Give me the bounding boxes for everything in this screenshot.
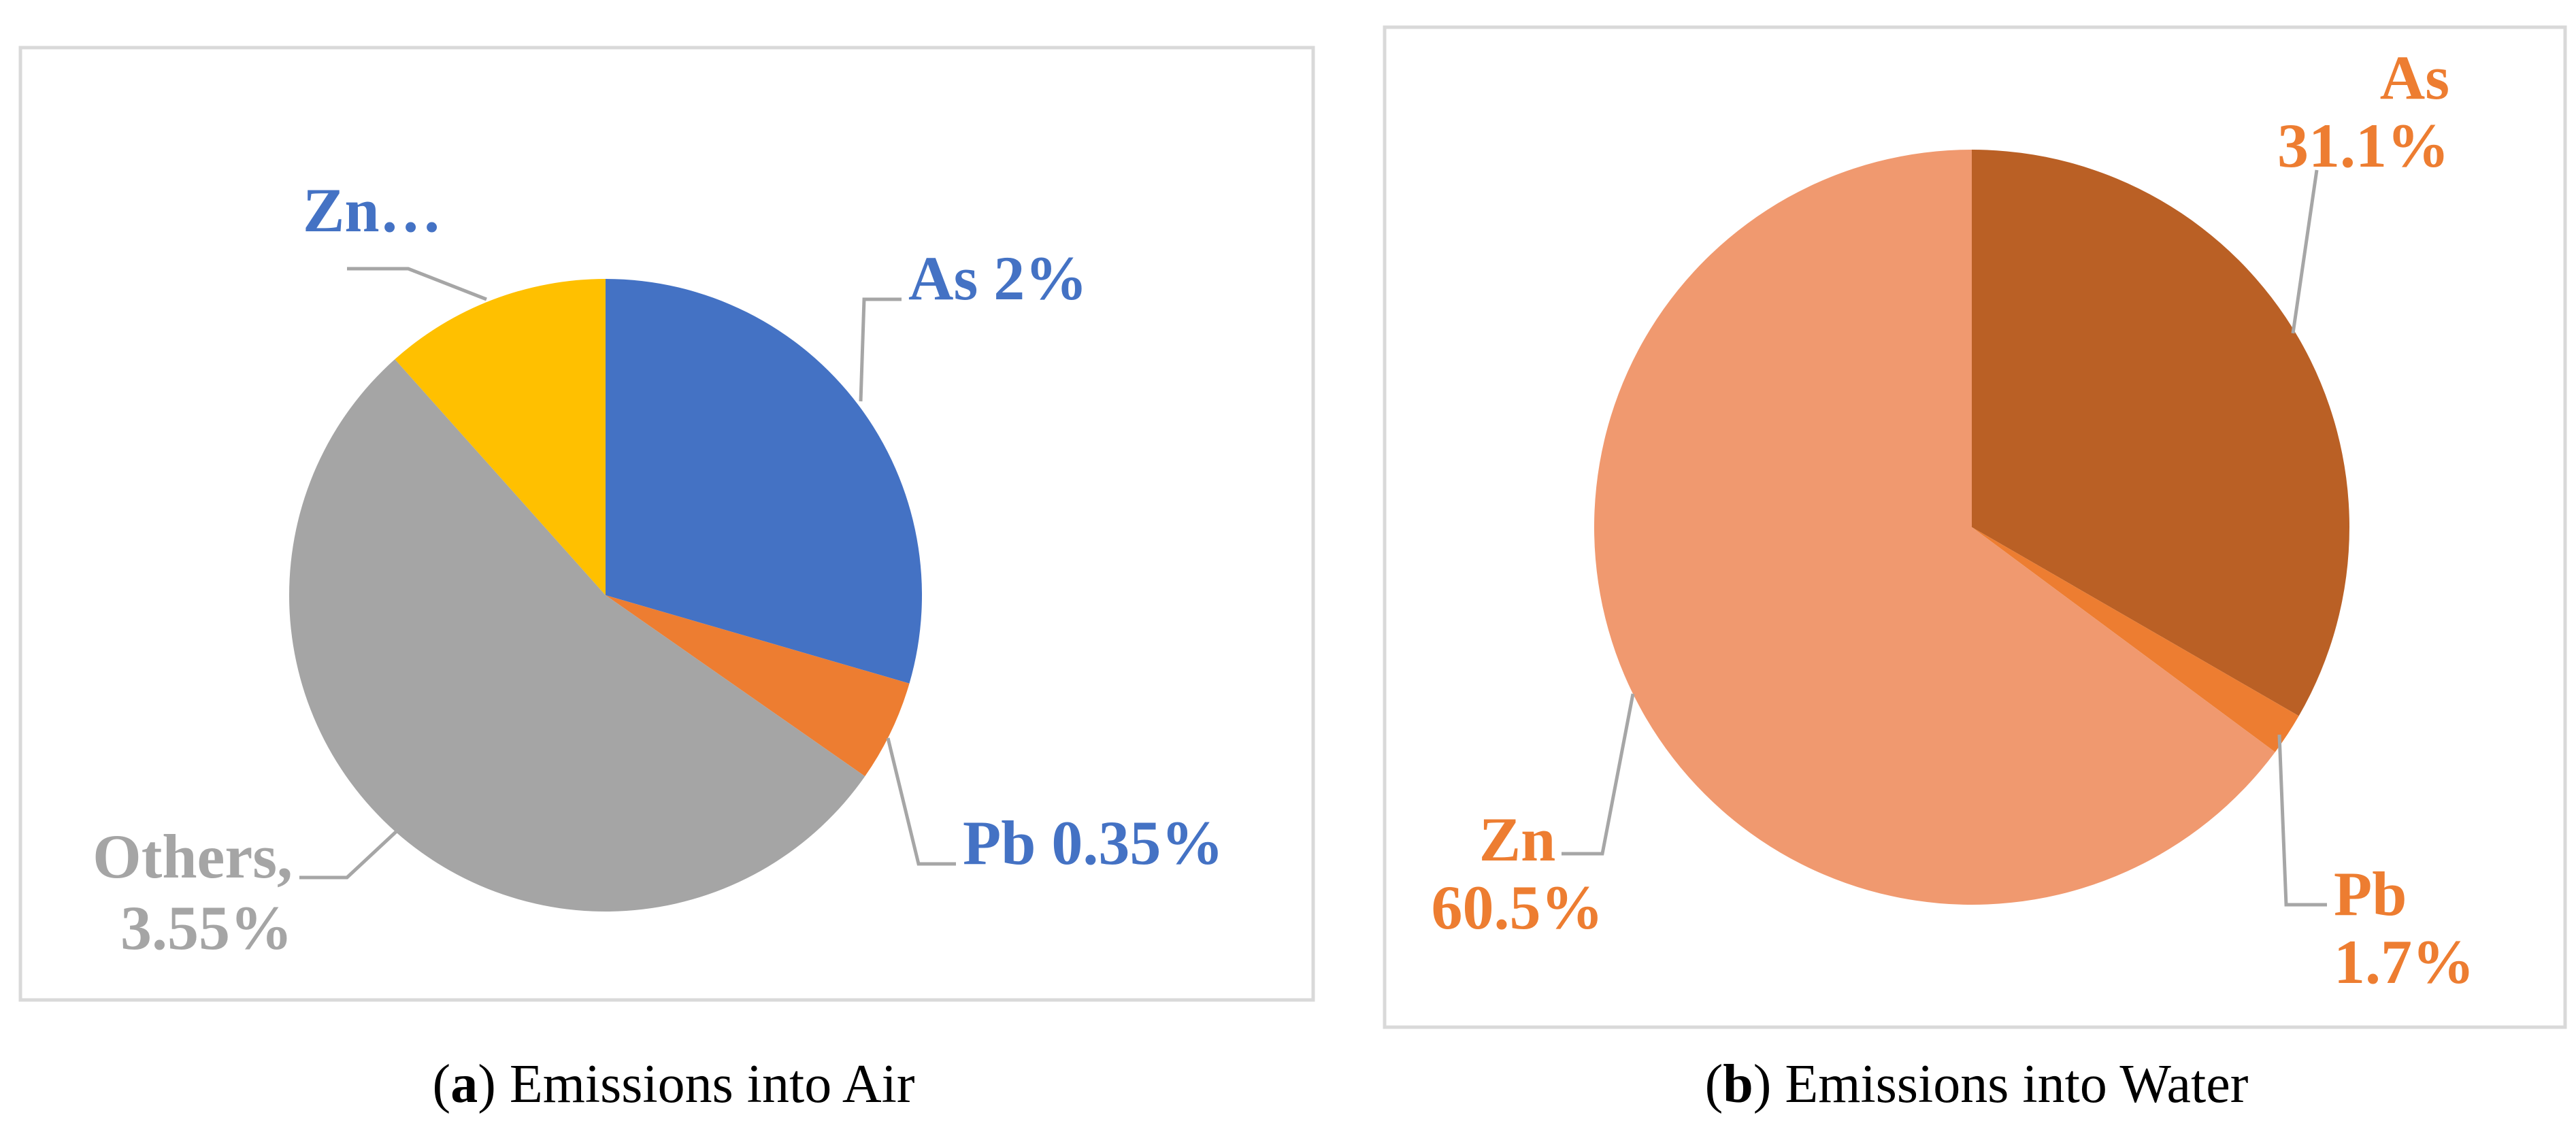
pie-a-label-others-line-0: Others, — [93, 822, 293, 891]
pie-a-label-as: As 2% — [908, 244, 1087, 313]
caption-b-letter: b — [1723, 1054, 1753, 1114]
pie-b-leader-as — [2291, 169, 2319, 334]
pie-a-label-zn-line-0: Zn… — [303, 176, 442, 245]
pie-a-leader-zn — [347, 267, 487, 301]
pie-b-label-pb-line-1: 1.7% — [2334, 927, 2475, 997]
pie-b-labels: As 31.1% Pb 1.7% Zn 60.5% — [1432, 43, 2475, 997]
caption-a-text: Emissions into Air — [510, 1054, 915, 1114]
pie-a-leader-pb — [886, 737, 956, 866]
pie-b-label-as-line-0: As — [2380, 43, 2449, 112]
pie-a-label-others-line-1: 3.55% — [120, 893, 293, 963]
pie-b-label-zn-line-0: Zn — [1479, 805, 1556, 874]
pie-b — [1594, 150, 2349, 905]
pie-b-leader-lines — [1562, 169, 2327, 907]
pie-b-label-as-line-1: 31.1% — [2277, 111, 2449, 180]
pie-a-slice-zn — [395, 279, 606, 595]
pie-a-label-others: Others, 3.55% — [93, 822, 293, 963]
pie-b-slice-pb — [1972, 527, 2299, 752]
pie-a-label-zn: Zn… — [303, 176, 442, 245]
pie-b-label-zn-line-1: 60.5% — [1432, 873, 1604, 942]
pie-a-label-pb: Pb 0.35% — [963, 808, 1223, 878]
panel-a: As 2% Pb 0.35% Others, 3.55% Zn… (a) Emissio… — [18, 46, 1315, 1114]
pie-a-labels: As 2% Pb 0.35% Others, 3.55% Zn… — [93, 176, 1223, 963]
pie-b-slice-as — [1972, 150, 2349, 716]
pie-a — [288, 279, 923, 912]
pie-b-leader-pb — [2277, 734, 2327, 907]
panel-b: As 31.1% Pb 1.7% Zn 60.5% (b) Emissions into … — [1383, 25, 2567, 1114]
caption-a-letter: a — [450, 1054, 478, 1114]
caption-b: (b) Emissions into Water — [1705, 1054, 2249, 1114]
pie-a-slice-others — [288, 359, 865, 912]
pie-a-label-as-line-0: As 2% — [908, 244, 1087, 313]
pie-b-label-as: As 31.1% — [2277, 43, 2449, 180]
pie-b-label-pb-line-0: Pb — [2334, 859, 2407, 929]
pie-b-leader-zn — [1562, 693, 1635, 856]
pie-a-leader-others — [299, 829, 399, 880]
caption-a: (a) Emissions into Air — [433, 1054, 915, 1114]
pie-b-label-pb: Pb 1.7% — [2334, 859, 2475, 997]
pie-b-label-zn: Zn 60.5% — [1432, 805, 1604, 942]
pie-a-slice-pb — [606, 595, 910, 777]
pie-b-slice-zn — [1594, 150, 2275, 905]
caption-b-text: Emissions into Water — [1785, 1054, 2248, 1114]
pie-a-label-pb-line-0: Pb 0.35% — [963, 808, 1223, 878]
pie-a-leader-lines — [299, 267, 956, 880]
pie-a-slice-as — [606, 279, 923, 684]
pie-a-leader-as — [859, 297, 902, 402]
